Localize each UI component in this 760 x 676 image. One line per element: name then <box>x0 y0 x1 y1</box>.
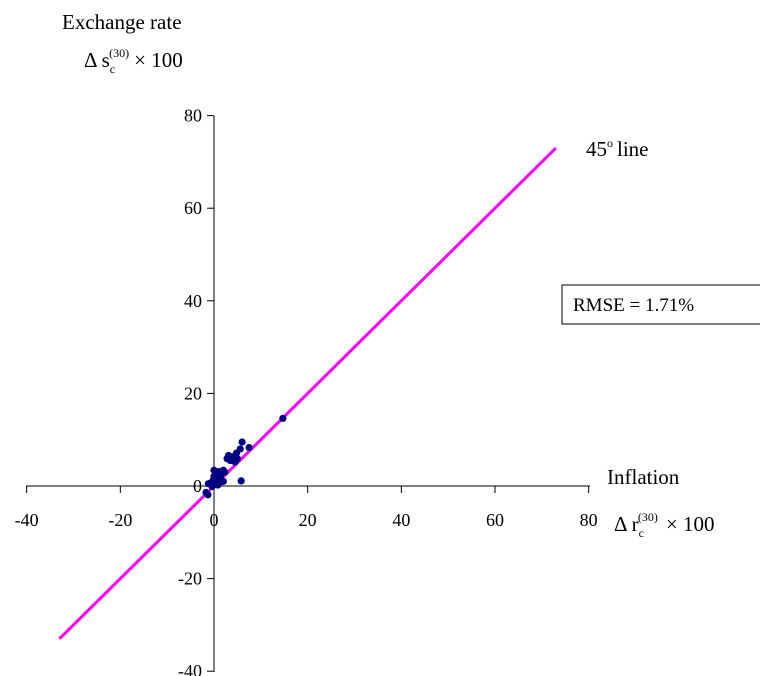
rmse-label: RMSE = 1.71% <box>573 295 694 316</box>
y-axis-symbol: Δ s <box>84 48 110 72</box>
data-point <box>231 458 239 466</box>
x-axis-symbol: Δ r <box>614 512 639 536</box>
y-tick-label: 80 <box>184 106 202 126</box>
y-tick-labels: 80 60 40 20 0 -20 -40 <box>178 106 202 676</box>
data-points <box>202 414 287 499</box>
x-tick-label: -40 <box>15 510 39 530</box>
x-tick-label: -20 <box>108 510 132 530</box>
y-tick-label: 0 <box>193 476 202 496</box>
rmse-box <box>561 284 760 325</box>
line-label: 45o line <box>586 136 649 161</box>
y-tick-label: 20 <box>184 383 202 403</box>
y-tick-label: 60 <box>184 198 202 218</box>
x-axis-subscript: c <box>639 526 644 540</box>
y-axis-title: Exchange rate <box>62 10 182 34</box>
y-axis-suffix: × 100 <box>134 48 183 72</box>
data-point <box>221 468 229 476</box>
x-axis-suffix: × 100 <box>666 512 715 536</box>
y-tick-label: 40 <box>184 291 202 311</box>
data-point <box>237 477 245 485</box>
y-axis-formula: Δ sc (30) × 100 <box>84 46 183 76</box>
x-tick-label: 40 <box>392 510 410 530</box>
data-point <box>204 491 212 499</box>
x-tick-label: 0 <box>210 510 219 530</box>
line-label-degree: o <box>607 136 613 150</box>
data-point <box>209 476 217 485</box>
y-tick-label: -40 <box>178 661 202 676</box>
x-axis-formula: Δ rc (30) × 100 <box>614 510 715 540</box>
line-label-suffix: line <box>617 137 649 161</box>
y-axis-superscript: (30) <box>109 46 129 60</box>
x-axis-superscript: (30) <box>638 510 658 524</box>
data-point <box>279 414 287 423</box>
y-tick-label: -20 <box>178 569 202 589</box>
x-tick-label: 80 <box>580 510 598 530</box>
data-point <box>238 438 246 446</box>
line-label-number: 45 <box>586 137 607 161</box>
data-point <box>208 482 216 491</box>
y-axis-subscript: c <box>110 62 115 76</box>
x-axis-title: Inflation <box>607 465 680 489</box>
reference-line-45-degree <box>58 146 557 640</box>
x-tick-labels: -40 -20 0 20 40 60 80 <box>15 510 598 530</box>
data-point <box>245 443 253 452</box>
x-tick-label: 20 <box>299 510 317 530</box>
x-tick-label: 60 <box>486 510 504 530</box>
data-point <box>217 478 225 486</box>
